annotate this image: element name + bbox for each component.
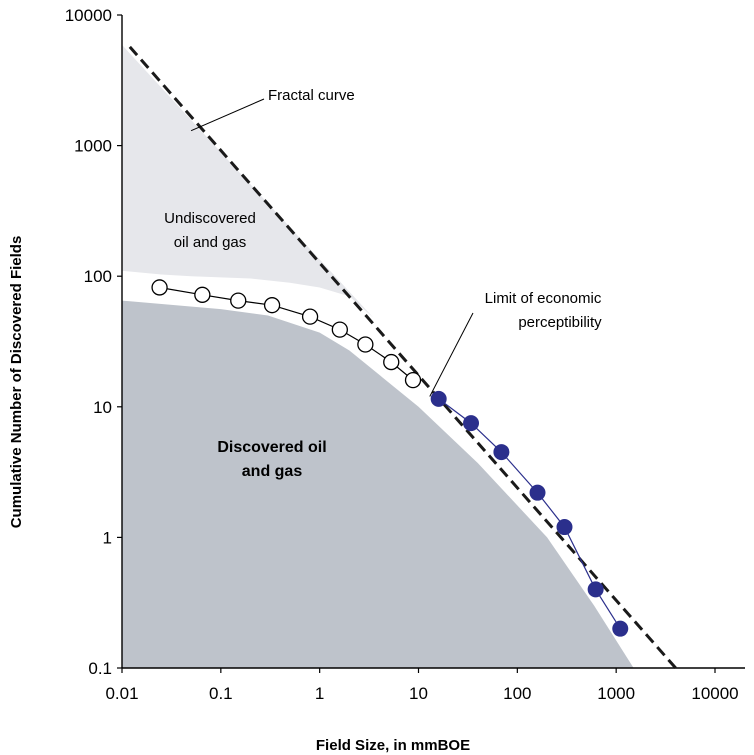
annotations: Fractal curve Undiscovered oil and gas Limi… (164, 87, 602, 480)
fractal-curve-leader (190, 98, 265, 132)
series-layer (151, 279, 629, 637)
fractal-curve-label: Fractal curve (268, 87, 355, 104)
y-tick-label: 10 (93, 398, 112, 417)
undiscovered-label-line: oil and gas (174, 234, 247, 251)
x-tick-label: 0.1 (209, 684, 233, 703)
regions-layer (122, 44, 634, 668)
y-tick-label: 100 (84, 267, 112, 286)
filled-point (463, 415, 480, 432)
undiscovered-label-line: Undiscovered (164, 210, 256, 227)
filled-point (587, 581, 604, 598)
y-axis-title: Cumulative Number of Discovered Fields (8, 236, 25, 529)
x-tick-label: 1 (315, 684, 324, 703)
fractal-curve-line (128, 45, 677, 669)
filled-point (529, 484, 546, 501)
perceptibility-label: Limit of economic perceptibility (485, 290, 603, 331)
x-tick-label: 10 (409, 684, 428, 703)
x-tick-label: 1000 (597, 684, 635, 703)
open-point (263, 297, 281, 314)
x-axis-title: Field Size, in mmBOE (316, 737, 470, 754)
y-tick-label: 0.1 (88, 659, 112, 678)
perceptibility-label-line: Limit of economic (485, 290, 602, 307)
open-point (357, 336, 374, 353)
axes-frame (117, 14, 745, 673)
fractal-curve-layer (128, 45, 677, 669)
discovered-region (122, 300, 634, 668)
discovered-label: Discovered oil and gas (217, 439, 326, 480)
x-tick-label: 10000 (691, 684, 738, 703)
y-tick-label: 1 (103, 528, 112, 547)
filled-point (430, 390, 447, 407)
open-point (301, 308, 319, 325)
x-tick-label: 100 (503, 684, 531, 703)
discovered-label-line: and gas (242, 463, 303, 480)
open-point (404, 371, 422, 389)
tick-labels: 0.01 0.1 1 10 100 1000 10000 0.1 1 10 100 1000 10000 (65, 6, 739, 703)
filled-point (556, 519, 573, 536)
open-point (383, 353, 400, 371)
undiscovered-label: Undiscovered oil and gas (164, 210, 256, 251)
open-point (331, 321, 348, 338)
y-tick-label: 1000 (74, 137, 112, 156)
open-point (151, 279, 168, 296)
open-point (230, 292, 247, 309)
filled-point (493, 444, 510, 461)
x-tick-label: 0.01 (105, 684, 138, 703)
filled-point (612, 620, 629, 637)
y-tick-label: 10000 (65, 6, 112, 25)
perceptibility-leader (429, 312, 474, 397)
discovered-label-line: Discovered oil (217, 439, 326, 456)
perceptibility-label-line: perceptibility (518, 314, 602, 331)
open-point (194, 286, 211, 303)
